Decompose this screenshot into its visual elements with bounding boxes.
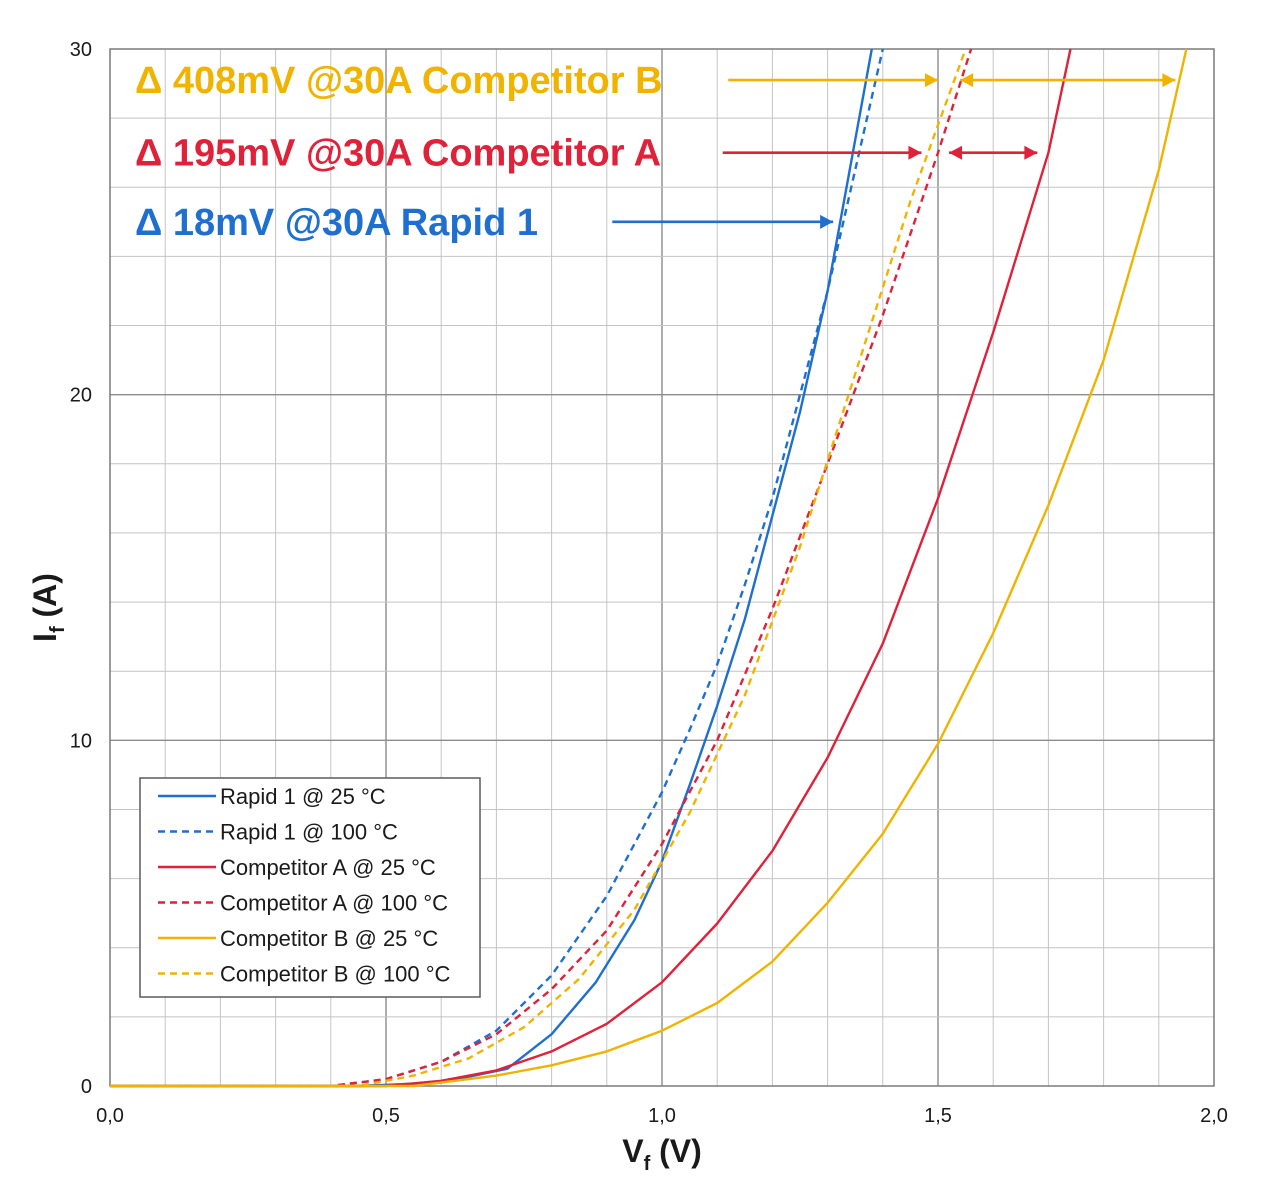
series-line-6 <box>110 48 967 1088</box>
y-tick-label: 20 <box>70 385 92 407</box>
y-axis-title-sub: f <box>47 626 69 633</box>
x-axis-title-main: V <box>622 1133 644 1169</box>
arrow-head <box>960 73 974 88</box>
arrow-head <box>908 145 922 160</box>
x-tick-label: 2,0 <box>1200 1105 1228 1127</box>
legend-box <box>139 777 481 998</box>
plot-frame <box>109 48 1215 1087</box>
y-tick-label: 30 <box>70 39 92 61</box>
annotation-label: Δ 18mV @30A Rapid 1 <box>135 202 538 244</box>
legend-label: Rapid 1 @ 25 °C <box>220 784 386 809</box>
annotation-label: Δ 408mV @30A Competitor B <box>135 60 663 102</box>
x-tick-label: 1,5 <box>924 1105 952 1127</box>
series-line-3 <box>110 48 1072 1088</box>
legend-label: Rapid 1 @ 100 °C <box>220 820 398 845</box>
legend-label: Competitor A @ 100 °C <box>220 891 448 916</box>
annotations: Δ 408mV @30A Competitor B Δ 195mV @30A Co… <box>135 60 1176 244</box>
x-tick-label: 0,5 <box>372 1105 400 1127</box>
arrow-head <box>925 73 938 88</box>
x-tick-label: 1,0 <box>648 1105 676 1127</box>
series-lines <box>110 48 1188 1088</box>
y-axis-title: If (A) <box>27 573 69 642</box>
x-axis-title: Vf (V) <box>622 1133 702 1175</box>
y-tick-label: 10 <box>70 730 92 752</box>
series-line-5 <box>110 48 1188 1088</box>
arrow-head <box>820 214 834 229</box>
arrow-head <box>949 145 963 160</box>
arrow-head <box>1024 145 1038 160</box>
y-axis-title-main: I <box>27 633 63 642</box>
annotation-label: Δ 195mV @30A Competitor A <box>135 133 661 175</box>
legend-label: Competitor A @ 25 °C <box>220 855 436 880</box>
legend-label: Competitor B @ 100 °C <box>220 962 451 987</box>
tick-labels: 0,0 0,5 1,0 1,5 2,0 0 10 20 30 <box>70 39 1228 1127</box>
y-tick-label: 0 <box>81 1076 92 1098</box>
y-axis-title-unit: (A) <box>27 573 63 626</box>
legend: Rapid 1 @ 25 °C Rapid 1 @ 100 °C Competito… <box>139 777 481 998</box>
x-tick-label: 0,0 <box>96 1105 124 1127</box>
axis-titles: Vf (V) If (A) <box>27 573 702 1175</box>
x-axis-title-sub: f <box>644 1153 651 1175</box>
x-axis-title-unit: (V) <box>650 1133 702 1169</box>
arrow-head <box>1162 73 1176 88</box>
legend-label: Competitor B @ 25 °C <box>220 926 438 951</box>
